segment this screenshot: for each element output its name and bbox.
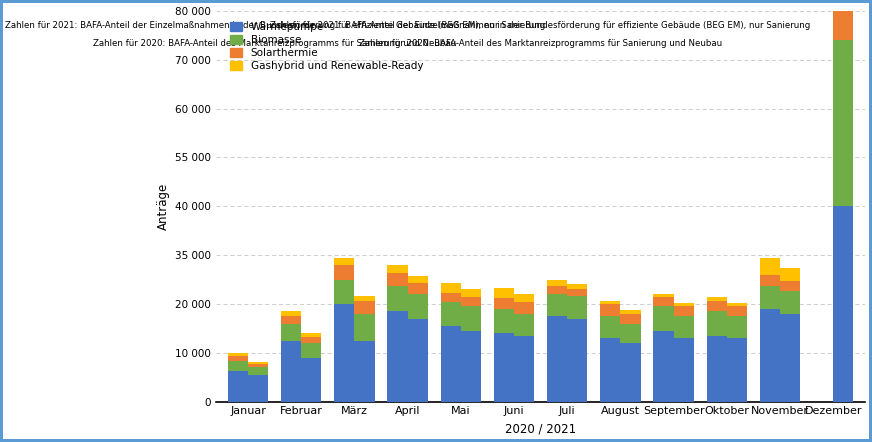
Bar [407,294,428,319]
Bar [301,343,322,358]
Bar [567,296,588,319]
Bar [354,314,375,341]
Bar [760,309,780,402]
Bar [248,375,269,402]
Text: Zahlen für 2021: BAFA-Anteil der Einzelmaßnahmen in der Bundesförderung für effi: Zahlen für 2021: BAFA-Anteil der Einzelm… [270,22,811,30]
Bar [440,293,460,302]
Bar [387,273,407,286]
Bar [673,303,694,306]
Bar [334,304,354,402]
Bar [600,304,620,316]
Bar [760,274,780,286]
Bar [514,294,535,302]
Bar [494,288,514,298]
Bar [387,286,407,311]
Bar [334,279,354,304]
Bar [706,297,726,301]
Bar [620,324,641,343]
Bar [567,285,588,290]
Bar [547,294,567,316]
Bar [780,268,800,281]
Bar [440,326,460,402]
Bar [760,259,780,274]
Bar [620,310,641,314]
Bar [494,298,514,309]
Bar [567,290,588,296]
Bar [514,302,535,314]
Bar [620,343,641,402]
Bar [248,367,269,375]
X-axis label: 2020 / 2021: 2020 / 2021 [505,422,576,435]
Bar [460,331,481,402]
Bar [673,338,694,402]
Bar [706,301,726,311]
Bar [600,316,620,338]
Bar [726,303,747,306]
Bar [354,296,375,301]
Bar [440,302,460,326]
Bar [760,286,780,309]
Bar [706,336,726,402]
Bar [387,265,407,273]
Bar [281,341,301,402]
Bar [600,338,620,402]
Bar [620,314,641,324]
Bar [460,290,481,297]
Bar [547,279,567,286]
Bar [726,306,747,316]
Bar [780,281,800,291]
Bar [248,362,269,364]
Text: Zahlen für 2020: BAFA-Anteil des Marktanreizprogramms für Sanierung und Neubau: Zahlen für 2020: BAFA-Anteil des Marktan… [359,38,722,48]
Bar [407,319,428,402]
Bar [460,306,481,331]
Bar [301,333,322,337]
Bar [460,297,481,306]
Bar [833,40,854,206]
Bar [673,316,694,338]
Bar [514,336,535,402]
Bar [387,311,407,402]
Bar [780,314,800,402]
Bar [281,316,301,324]
Bar [673,306,694,316]
Bar [547,316,567,402]
Bar [547,286,567,294]
Text: Zahlen für 2021: BAFA-Anteil der Einzelmaßnahmen in der Bundesförderung für effi: Zahlen für 2021: BAFA-Anteil der Einzelm… [4,22,545,30]
Bar [567,319,588,402]
Bar [440,283,460,293]
Bar [228,371,248,402]
Bar [407,283,428,294]
Bar [334,259,354,265]
Bar [726,316,747,338]
Bar [653,294,673,297]
Bar [653,306,673,331]
Bar [600,301,620,304]
Bar [407,276,428,283]
Bar [494,309,514,333]
Text: Zahlen für 2020: BAFA-Anteil des Marktanreizprogramms für Sanierung und Neubau: Zahlen für 2020: BAFA-Anteil des Marktan… [93,38,456,48]
Bar [301,337,322,343]
Legend: Wärmepumpe, Biomasse, Solarthermie, Gashybrid und Renewable-Ready: Wärmepumpe, Biomasse, Solarthermie, Gash… [228,20,426,73]
Bar [334,265,354,279]
Y-axis label: Anträge: Anträge [157,183,170,230]
Bar [281,324,301,341]
Bar [228,353,248,356]
Bar [281,311,301,316]
Bar [248,364,269,367]
Bar [354,301,375,314]
Bar [706,311,726,336]
Bar [301,358,322,402]
Bar [833,206,854,402]
Bar [653,297,673,306]
Bar [514,314,535,336]
Bar [653,331,673,402]
Bar [228,361,248,371]
Bar [833,11,854,40]
Bar [354,341,375,402]
Bar [780,291,800,314]
Bar [228,356,248,361]
Bar [494,333,514,402]
Bar [726,338,747,402]
